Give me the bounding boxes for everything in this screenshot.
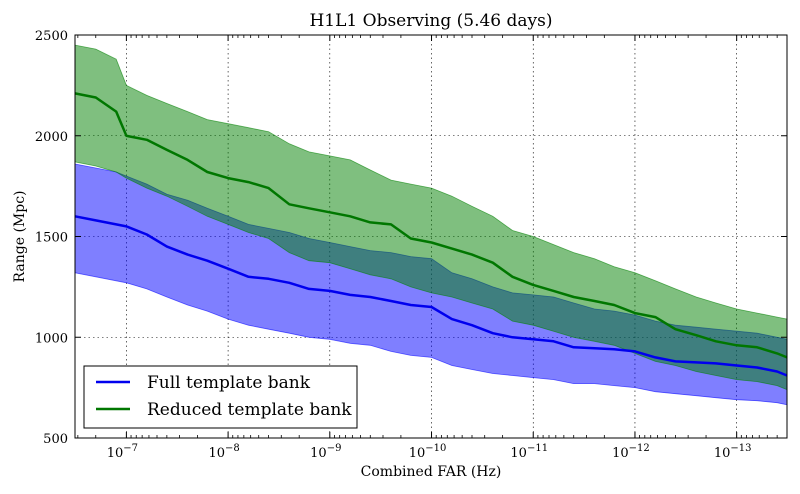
legend: Full template bank Reduced template bank xyxy=(83,365,358,429)
y-tick-label: 1000 xyxy=(35,331,68,346)
series-lines xyxy=(74,92,788,377)
line-full-template-bank xyxy=(74,215,788,377)
legend-label-reduced-template-bank: Reduced template bank xyxy=(147,400,352,420)
legend-box xyxy=(83,365,358,429)
y-tick-label: 500 xyxy=(43,432,68,447)
chart-title: H1L1 Observing (5.46 days) xyxy=(309,11,552,31)
line-reduced-template-bank xyxy=(74,92,788,359)
legend-label-full-template-bank: Full template bank xyxy=(147,373,311,393)
y-tick-label: 1500 xyxy=(35,231,68,246)
y-tick-label: 2500 xyxy=(35,29,68,44)
y-tick-label: 2000 xyxy=(35,130,68,145)
axis-ticks: 10−7 10−8 10−9 10−10 10−11 10−12 10−1350010001… xyxy=(35,29,787,461)
x-axis-label: Combined FAR (Hz) xyxy=(361,464,502,480)
y-axis-label: Range (Mpc) xyxy=(12,191,28,283)
